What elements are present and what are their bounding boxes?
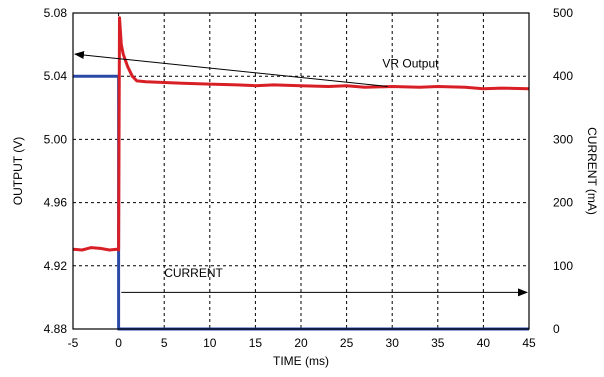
y-right-tick-label: 500 xyxy=(553,6,573,20)
x-tick-label: 15 xyxy=(249,336,263,350)
y-left-tick-label: 5.00 xyxy=(44,132,68,146)
x-tick-label: 10 xyxy=(203,336,217,350)
x-tick-label: 25 xyxy=(340,336,354,350)
y-right-axis-title: CURRENT (mA) xyxy=(585,127,599,215)
x-tick-label: 45 xyxy=(522,336,536,350)
plot-frame xyxy=(72,12,530,330)
x-axis-title: TIME (ms) xyxy=(273,354,329,368)
grid xyxy=(73,13,529,329)
y-right-tick-label: 400 xyxy=(553,69,573,83)
y-left-tick-label: 4.92 xyxy=(44,259,68,273)
x-tick-label: 40 xyxy=(477,336,491,350)
y-right-tick-label: 0 xyxy=(553,322,560,336)
x-tick-label: -5 xyxy=(68,336,79,350)
x-tick-label: 35 xyxy=(431,336,445,350)
annotation-vr-output-arrow xyxy=(74,51,388,87)
y-right-tick-label: 300 xyxy=(553,132,573,146)
y-left-tick-label: 5.08 xyxy=(44,6,68,20)
y-left-tick-label: 5.04 xyxy=(44,69,68,83)
annotation-vr-output: VR Output xyxy=(382,57,439,71)
y-right-tick-label: 100 xyxy=(553,259,573,273)
x-tick-label: 20 xyxy=(294,336,308,350)
x-tick-label: 30 xyxy=(386,336,400,350)
x-tick-label: 0 xyxy=(115,336,122,350)
y-right-tick-label: 200 xyxy=(553,196,573,210)
y-left-tick-label: 4.88 xyxy=(44,322,68,336)
y-left-tick-label: 4.96 xyxy=(44,196,68,210)
x-tick-label: 5 xyxy=(161,336,168,350)
series-line-vr-output xyxy=(72,16,530,252)
tick-labels: -5 0 5 10 15 20 25 30 35 40 45 4.88 4.92 4.96 5.00 5.04… xyxy=(44,6,574,350)
series-layer xyxy=(72,16,530,331)
annotation-current: CURRENT xyxy=(164,266,223,280)
annotations: VR Output CURRENT xyxy=(74,51,528,297)
y-left-axis-title: OUTPUT (V) xyxy=(11,137,25,205)
